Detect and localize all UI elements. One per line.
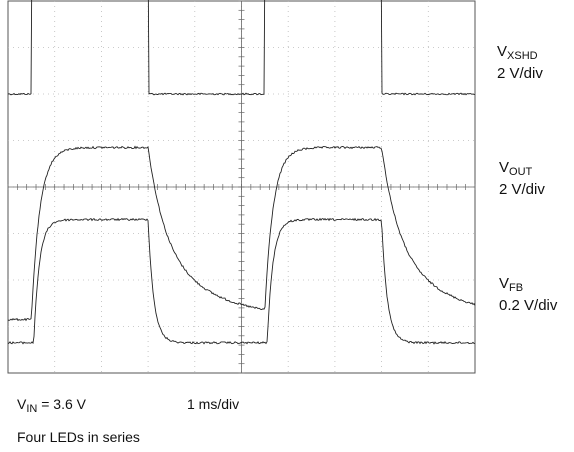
trace-vxshd — [7, 0, 476, 96]
scope-traces — [7, 0, 476, 345]
caption-timebase: 1 ms/div — [187, 396, 240, 412]
trace-vout — [7, 145, 476, 322]
scale-vfb: 0.2 V/div — [499, 297, 558, 314]
label-vfb: VFB 0.2 V/div — [499, 275, 558, 314]
scale-vxshd: 2 V/div — [497, 65, 543, 82]
scale-vout: 2 V/div — [499, 181, 545, 198]
scope-grid — [7, 0, 476, 374]
caption-vin: VIN = 3.6 V — [17, 396, 86, 415]
label-vxshd: VXSHD 2 V/div — [497, 43, 543, 82]
label-vout: VOUT 2 V/div — [499, 159, 545, 198]
trace-vfb — [7, 217, 476, 345]
caption-note: Four LEDs in series — [17, 429, 140, 445]
